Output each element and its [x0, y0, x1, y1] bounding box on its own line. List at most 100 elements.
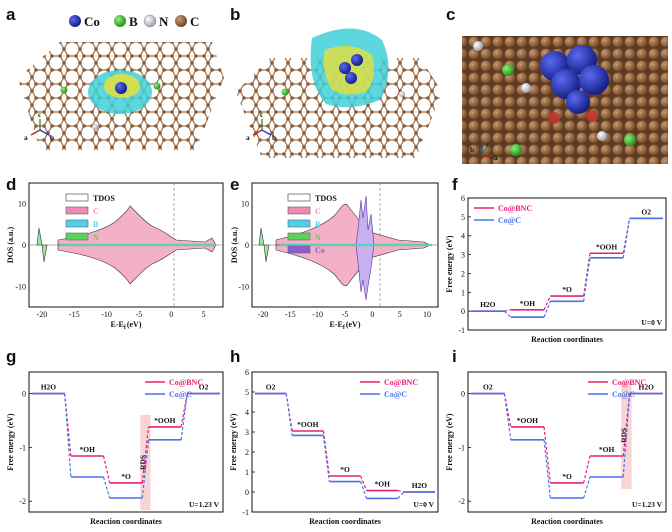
- b-atom-icon: [114, 15, 126, 27]
- x-tick-labels: -20 -15 -10 -5 0 5: [37, 310, 206, 319]
- legend-swatch: [287, 219, 311, 228]
- y-tick-label: 6: [245, 368, 249, 377]
- y-tick-label: 0: [22, 390, 26, 399]
- potential-annotation: U=1.23 V: [189, 500, 220, 509]
- energy-connector-Co@BNC: [622, 393, 631, 457]
- co-atom-icon: [69, 15, 81, 27]
- x-tick-label: 0: [370, 310, 374, 319]
- y-tick-label: -1: [458, 326, 465, 335]
- x-tick-label: -15: [69, 310, 80, 319]
- potential-annotation: U=0 V: [413, 500, 434, 509]
- y-tick-label: 5: [245, 388, 249, 397]
- axis-a-label: a: [24, 133, 28, 142]
- axis-b-label: b: [50, 133, 54, 142]
- y-axis-label: Free energy (eV): [445, 235, 454, 292]
- panel-c: c b c a: [446, 5, 668, 164]
- y-tick-label: 3: [461, 251, 465, 260]
- energy-connector-Co@C: [102, 476, 111, 499]
- y-tick-label: -10: [238, 282, 249, 291]
- n-atom: [473, 41, 483, 51]
- b-atom: [281, 88, 289, 96]
- x-tick-labels: -20 -15 -10 -5 0 5 10: [258, 310, 431, 319]
- rds-label: RDS: [619, 428, 628, 443]
- legend-entry: Co@C: [498, 216, 521, 225]
- potential-annotation: U=1.23 V: [632, 500, 663, 509]
- axis-b-label: b: [272, 133, 276, 142]
- y-axis-label: Free energy (eV): [445, 413, 454, 470]
- step-label: *OH: [79, 445, 95, 454]
- step-label: *O: [562, 472, 572, 481]
- legend-entry: B: [315, 220, 321, 229]
- dos-legend: TDOS CBN: [65, 193, 115, 242]
- x-axis-label: Reaction coordinates: [531, 517, 603, 526]
- energy-connector-Co@C: [622, 393, 631, 478]
- legend-entry: Co@C: [612, 390, 635, 399]
- legend-swatch: [65, 232, 89, 241]
- axis-c-label: c: [486, 140, 490, 149]
- o-atom: [548, 112, 560, 124]
- legend-entry: Co@BNC: [169, 378, 203, 387]
- y-tick-label: 3: [245, 428, 249, 437]
- y-tick-label: 10: [18, 200, 26, 209]
- legend-entry: N: [315, 233, 321, 242]
- x-tick-label: 5: [398, 310, 402, 319]
- y-tick-label: 6: [461, 194, 465, 203]
- legend-n: N: [159, 14, 169, 29]
- y-tick-label: -2: [458, 497, 465, 506]
- energy-connector-Co@C: [583, 257, 591, 302]
- n-atom: [92, 124, 98, 130]
- rds-highlight: [140, 414, 151, 510]
- c-atom-icon: [175, 15, 187, 27]
- legend-entry: Co@BNC: [498, 204, 532, 213]
- energy-connector-Co@C: [64, 393, 72, 478]
- legend-entry: Co: [315, 246, 325, 255]
- step-label: *OOH: [517, 416, 538, 425]
- y-tick-label: 4: [245, 408, 249, 417]
- co-atom: [579, 65, 609, 95]
- legend-entry: TDOS: [93, 194, 115, 203]
- energy-connector-Co@C: [322, 435, 330, 482]
- legend-entry: C: [315, 207, 321, 216]
- legend-b: B: [129, 14, 138, 29]
- legend-entry: Co@BNC: [384, 378, 418, 387]
- energy-connector-Co@BNC: [322, 430, 330, 477]
- step-label: O2: [641, 207, 651, 216]
- legend-swatch: [287, 193, 311, 202]
- legend-entry: B: [93, 220, 99, 229]
- n-atom: [399, 91, 405, 97]
- axis-b-label: b: [470, 145, 474, 154]
- legend-swatch: [287, 206, 311, 215]
- axis-c-label: c: [38, 110, 42, 119]
- energy-connector-Co@BNC: [397, 490, 404, 493]
- y-tick-label: 5: [461, 213, 465, 222]
- axis-a-label: a: [246, 133, 250, 142]
- x-tick-label: -5: [342, 310, 349, 319]
- panel-label-g: g: [6, 347, 16, 366]
- panel-label-d: d: [6, 175, 16, 194]
- step-label: *O: [562, 285, 572, 294]
- panel-label-a: a: [6, 5, 16, 24]
- energy-connector-Co@C: [504, 310, 512, 318]
- energy-connector-Co@C: [622, 218, 631, 258]
- y-tick-label: -1: [19, 443, 26, 452]
- n-atom: [597, 131, 607, 141]
- legend-entry: Co@C: [169, 390, 192, 399]
- x-tick-label: -20: [258, 310, 269, 319]
- energy-connector-Co@BNC: [583, 253, 591, 297]
- step-label: *OH: [599, 445, 615, 454]
- step-label: *O: [121, 472, 131, 481]
- energy-connector-Co@BNC: [543, 426, 551, 483]
- energy-connector-Co@BNC: [141, 426, 150, 483]
- co-atom: [115, 82, 127, 94]
- dos-co-trace: [355, 195, 375, 301]
- b-atom: [502, 64, 514, 76]
- y-tick-labels: 10 0 -10: [15, 200, 26, 292]
- legend-swatch: [287, 245, 311, 254]
- y-tick-label: 0: [461, 307, 465, 316]
- atom-legend: Co B N C: [69, 14, 199, 29]
- energy-connector-Co@BNC: [543, 295, 551, 311]
- legend-entry: TDOS: [315, 194, 337, 203]
